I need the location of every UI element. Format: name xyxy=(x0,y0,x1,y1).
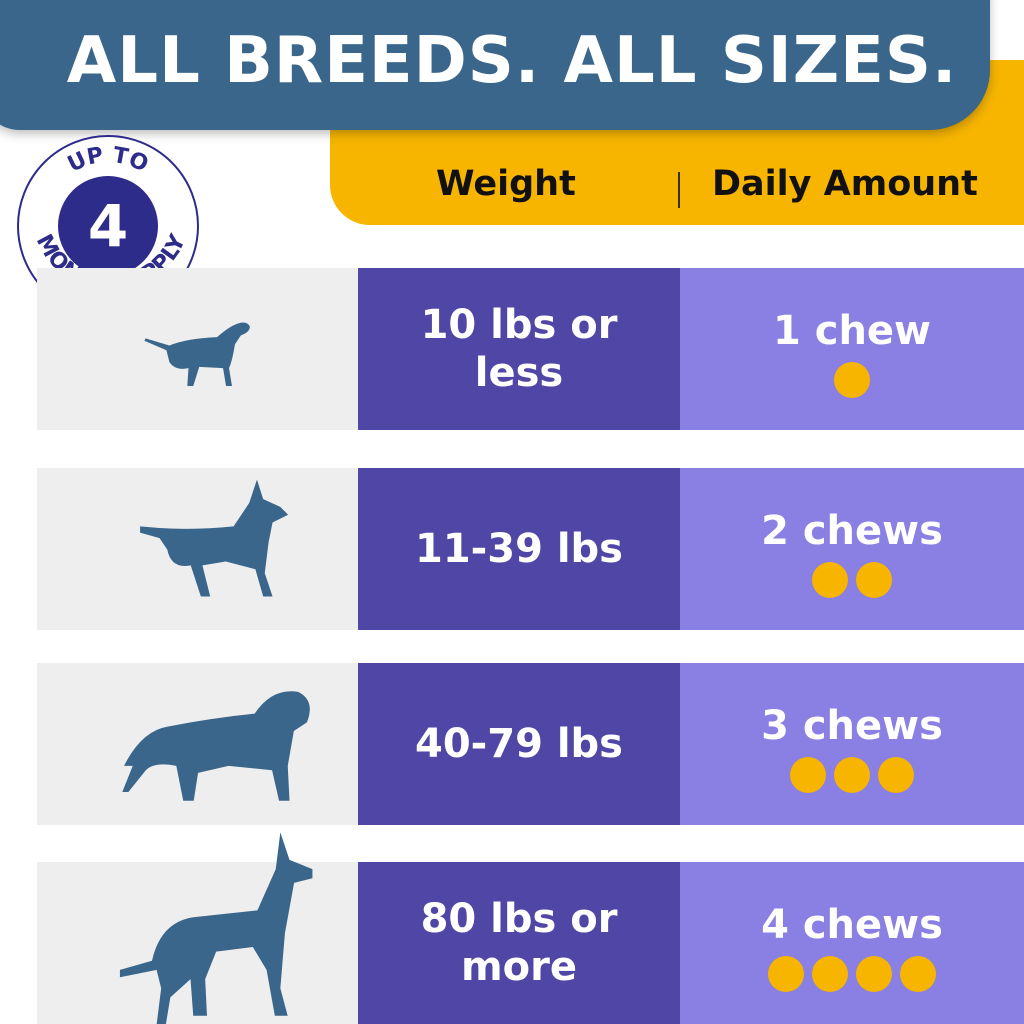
chew-dot-icon xyxy=(834,362,870,398)
chew-dots xyxy=(680,956,1024,992)
weight-cell: 80 lbs or more xyxy=(358,862,680,1024)
badge-number: 4 xyxy=(88,192,128,260)
dosage-row: 11-39 lbs 2 chews xyxy=(37,468,1024,630)
amount-label: 1 chew xyxy=(772,308,932,354)
chew-dot-icon xyxy=(856,562,892,598)
dog-cell xyxy=(37,468,358,630)
dosage-row: 10 lbs or less 1 chew xyxy=(37,268,1024,430)
daily-amount-cell: 2 chews xyxy=(680,468,1024,630)
chew-dot-icon xyxy=(790,757,826,793)
chew-dot-icon xyxy=(878,757,914,793)
daily-amount-header: Daily Amount xyxy=(712,164,978,204)
chew-dot-icon xyxy=(768,956,804,992)
daily-amount-cell: 4 chews xyxy=(680,862,1024,1024)
weight-label: 40-79 lbs xyxy=(414,721,623,767)
amount-label: 3 chews xyxy=(761,703,943,749)
chew-dots xyxy=(680,362,1024,398)
dog-cell xyxy=(37,268,358,430)
weight-label: 10 lbs or less xyxy=(420,302,618,396)
weight-cell: 11-39 lbs xyxy=(358,468,680,630)
title-banner xyxy=(0,0,990,130)
weight-label: 11-39 lbs xyxy=(414,526,623,572)
chew-dot-icon xyxy=(812,562,848,598)
header-divider xyxy=(678,172,680,208)
daily-amount-cell: 1 chew xyxy=(680,268,1024,430)
small-dog-icon xyxy=(144,322,250,386)
chew-dot-icon xyxy=(834,757,870,793)
weight-header: Weight xyxy=(436,164,576,204)
dosage-row: 40-79 lbs 3 chews xyxy=(37,663,1024,825)
amount-label: 2 chews xyxy=(761,508,943,554)
medium-dog-icon xyxy=(140,479,289,597)
weight-cell: 10 lbs or less xyxy=(358,268,680,430)
dog-cell xyxy=(37,663,358,825)
chew-dot-icon xyxy=(900,956,936,992)
chew-dot-icon xyxy=(856,956,892,992)
page-title: ALL BREEDS. ALL SIZES. xyxy=(66,24,958,98)
daily-amount-cell: 3 chews xyxy=(680,663,1024,825)
chew-dots xyxy=(680,562,1024,598)
weight-label: 80 lbs or more xyxy=(420,896,618,990)
large-dog-icon xyxy=(122,691,310,801)
giant-dog-icon xyxy=(119,832,313,1024)
weight-cell: 40-79 lbs xyxy=(358,663,680,825)
dog-cell xyxy=(37,832,358,1024)
dosage-row: 80 lbs or more 4 chews xyxy=(37,832,1024,1024)
chew-dot-icon xyxy=(812,956,848,992)
chew-dots xyxy=(680,757,1024,793)
amount-label: 4 chews xyxy=(761,902,943,948)
